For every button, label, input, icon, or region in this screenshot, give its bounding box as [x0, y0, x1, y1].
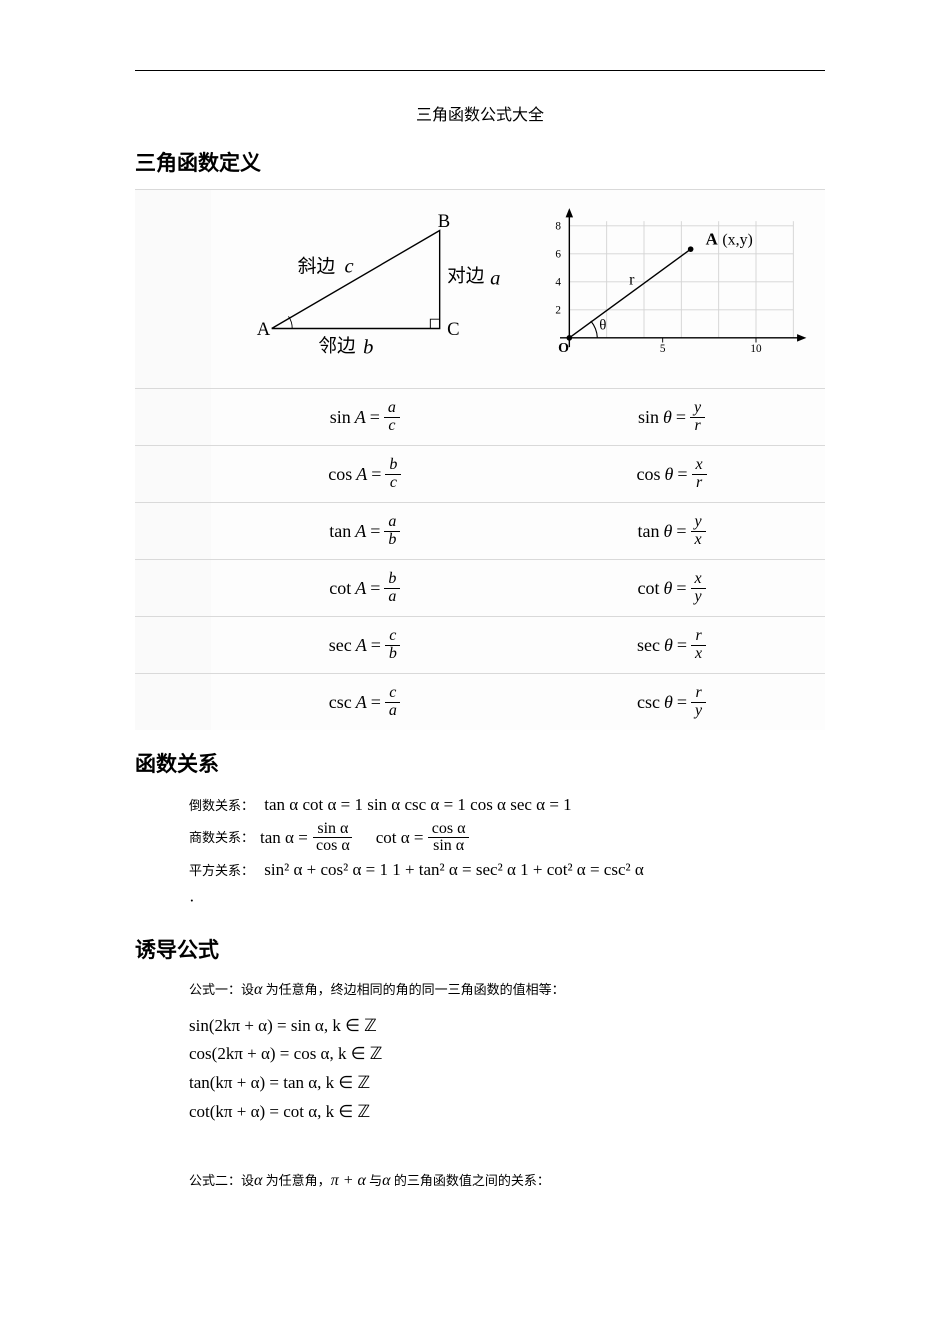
empty-cell [135, 503, 211, 560]
section-heading-induction: 诱导公式 [135, 934, 825, 964]
adjacent-var: b [363, 337, 373, 359]
trailing-dot: · [189, 886, 825, 917]
empty-cell [135, 446, 211, 503]
reciprocal-relation-line: 倒数关系： tan α cot α = 1 sin α csc α = 1 co… [189, 790, 825, 821]
tan-eq: tan α = [260, 823, 308, 854]
hypotenuse-var: c [344, 256, 353, 278]
formula-cell: cot A = ba [211, 560, 518, 617]
table-row: cos A = bc cos θ = xr [135, 446, 825, 503]
opposite-label: 对边 [447, 266, 485, 287]
formula-cell: csc A = ca [211, 674, 518, 731]
origin-label: O [558, 341, 569, 356]
formula-cell: csc θ = ry [518, 674, 825, 731]
rule1-intro: 公式一：设α 为任意角，终边相同的角的同一三角函数的值相等： [189, 976, 825, 1003]
vertex-C-label: C [447, 319, 459, 340]
induction-block: 公式一：设α 为任意角，终边相同的角的同一三角函数的值相等： sin(2kπ +… [189, 976, 825, 1194]
vertex-B-label: B [438, 211, 450, 232]
xtick-5: 5 [659, 343, 665, 355]
table-row: cot A = ba cot θ = xy [135, 560, 825, 617]
formula-cell: sec θ = rx [518, 617, 825, 674]
triangle-diagram-cell: B A C 斜边 c 对边 a 邻边 b [211, 190, 518, 389]
empty-cell [135, 560, 211, 617]
document-title: 三角函数公式大全 [135, 101, 825, 125]
ytick-6: 6 [555, 249, 561, 261]
table-row: B A C 斜边 c 对边 a 邻边 b [135, 190, 825, 389]
section-heading-relations: 函数关系 [135, 748, 825, 778]
table-row: csc A = ca csc θ = ry [135, 674, 825, 731]
vertex-A-label: A [257, 319, 271, 340]
quotient-relation-line: 商数关系： tan α = sin αcos α cot α = cos αsi… [189, 821, 825, 856]
ytick-4: 4 [555, 277, 561, 289]
right-triangle-diagram: B A C 斜边 c 对边 a 邻边 b [225, 199, 505, 374]
induction-formula-2: cos(2kπ + α) = cos α, k ∈ ℤ [189, 1040, 825, 1069]
formula-cell: sin θ = yr [518, 389, 825, 446]
table-row: sin A = ac sin θ = yr [135, 389, 825, 446]
cot-eq: cot α = [376, 823, 424, 854]
quotient-label: 商数关系： [189, 826, 254, 849]
opposite-var: a [490, 268, 500, 290]
document-page: 三角函数公式大全 三角函数定义 B A C 斜边 c 对边 a 邻边 b [0, 0, 945, 1337]
empty-cell [135, 190, 211, 389]
formula-cell: sec A = cb [211, 617, 518, 674]
empty-cell [135, 674, 211, 731]
induction-formula-1: sin(2kπ + α) = sin α, k ∈ ℤ [189, 1012, 825, 1041]
square-label: 平方关系： [189, 863, 254, 878]
theta-label: θ [599, 317, 606, 333]
empty-cell [135, 389, 211, 446]
square-formulas: sin² α + cos² α = 1 1 + tan² α = sec² α … [264, 860, 644, 879]
section-heading-definition: 三角函数定义 [135, 147, 825, 177]
ytick-2: 2 [555, 305, 561, 317]
formula-cell: tan A = ab [211, 503, 518, 560]
xtick-10: 10 [750, 343, 762, 355]
formula-cell: sin A = ac [211, 389, 518, 446]
table-row: tan A = ab tan θ = yx [135, 503, 825, 560]
empty-cell [135, 617, 211, 674]
formula-cell: cot θ = xy [518, 560, 825, 617]
reciprocal-formulas: tan α cot α = 1 sin α csc α = 1 cos α se… [264, 795, 571, 814]
formula-cell: tan θ = yx [518, 503, 825, 560]
hypotenuse-label: 斜边 [298, 257, 336, 278]
table-row: sec A = cb sec θ = rx [135, 617, 825, 674]
relations-block: 倒数关系： tan α cot α = 1 sin α csc α = 1 co… [189, 790, 825, 916]
rule2-intro: 公式二：设α 为任意角，π + α 与α 的三角函数值之间的关系： [189, 1167, 825, 1194]
formula-cell: cos θ = xr [518, 446, 825, 503]
horizontal-rule [135, 70, 825, 71]
xy-label: (x,y) [722, 232, 752, 249]
unit-circle-diagram-cell: A (x,y) r θ O 5 10 2 4 6 8 [518, 190, 825, 389]
ytick-8: 8 [555, 221, 561, 233]
point-A-label: A [705, 230, 717, 249]
definition-table: B A C 斜边 c 对边 a 邻边 b [135, 189, 825, 730]
radius-label: r [629, 272, 635, 289]
reciprocal-label: 倒数关系： [189, 798, 254, 813]
induction-formula-4: cot(kπ + α) = cot α, k ∈ ℤ [189, 1098, 825, 1127]
coordinate-diagram: A (x,y) r θ O 5 10 2 4 6 8 [532, 199, 812, 374]
induction-formula-3: tan(kπ + α) = tan α, k ∈ ℤ [189, 1069, 825, 1098]
square-relation-line: 平方关系： sin² α + cos² α = 1 1 + tan² α = s… [189, 855, 825, 886]
formula-cell: cos A = bc [211, 446, 518, 503]
adjacent-label: 邻边 [318, 336, 356, 357]
